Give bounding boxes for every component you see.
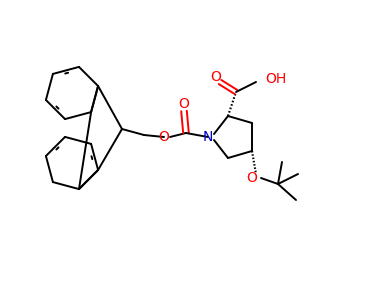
Text: O: O: [247, 171, 257, 185]
Text: O: O: [179, 97, 190, 111]
Text: N: N: [203, 130, 213, 144]
Text: O: O: [158, 130, 169, 144]
Text: OH: OH: [265, 72, 286, 86]
Text: O: O: [210, 70, 221, 84]
